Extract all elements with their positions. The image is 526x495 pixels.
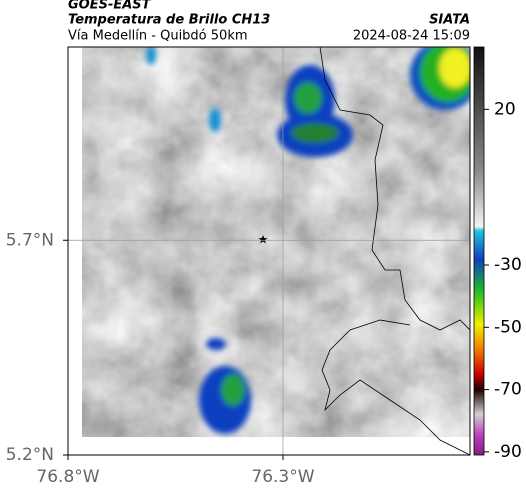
border <box>319 47 470 331</box>
satellite-image: ★ <box>68 47 470 455</box>
title: Temperatura de Brillo CH13 <box>68 13 270 28</box>
x-tick-label: 76.8°W <box>36 467 99 487</box>
brightness-field <box>82 47 470 437</box>
colorbar <box>473 46 485 456</box>
colorbar-tick-label: -50 <box>494 317 522 337</box>
y-tick-label: 5.2°N <box>6 445 54 465</box>
timestamp: 2024-08-24 15:09 <box>353 29 470 44</box>
colorbar-tick-label: 20 <box>494 99 516 119</box>
subtitle: Vía Medellín - Quibdó 50km <box>68 29 248 44</box>
border <box>321 319 470 455</box>
colorbar-tick-label: -90 <box>494 442 522 462</box>
x-tick-label: 76.3°W <box>251 467 314 487</box>
y-tick-label: 5.7°N <box>6 230 54 250</box>
colorbar-tick-label: -70 <box>494 380 522 400</box>
source: GOES-EAST <box>68 0 152 13</box>
location-marker: ★ <box>258 233 269 247</box>
convective-cells <box>146 47 470 434</box>
colorbar-tick-label: -30 <box>494 255 522 275</box>
agency: SIATA <box>429 13 470 28</box>
plot-frame <box>67 46 471 456</box>
